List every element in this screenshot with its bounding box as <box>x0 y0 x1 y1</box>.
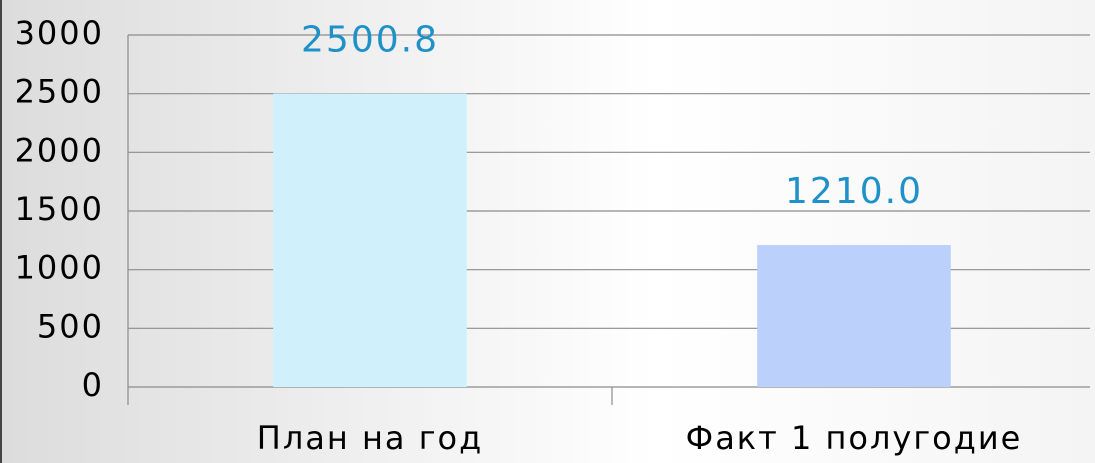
x-tick-label: Факт 1 полугодие <box>686 419 1023 457</box>
bar <box>757 245 951 387</box>
y-tick-label: 500 <box>37 307 104 345</box>
bar <box>273 93 467 387</box>
y-tick-label: 2500 <box>15 73 104 111</box>
y-tick-label: 2000 <box>15 131 104 169</box>
y-tick-label: 1000 <box>15 249 104 287</box>
data-label: 1210.0 <box>785 171 923 212</box>
data-label: 2500.8 <box>301 20 439 61</box>
y-tick-label: 1500 <box>15 190 104 228</box>
y-tick-label: 3000 <box>15 14 104 52</box>
x-tick-label: План на год <box>257 419 483 457</box>
y-tick-label: 0 <box>82 366 104 404</box>
